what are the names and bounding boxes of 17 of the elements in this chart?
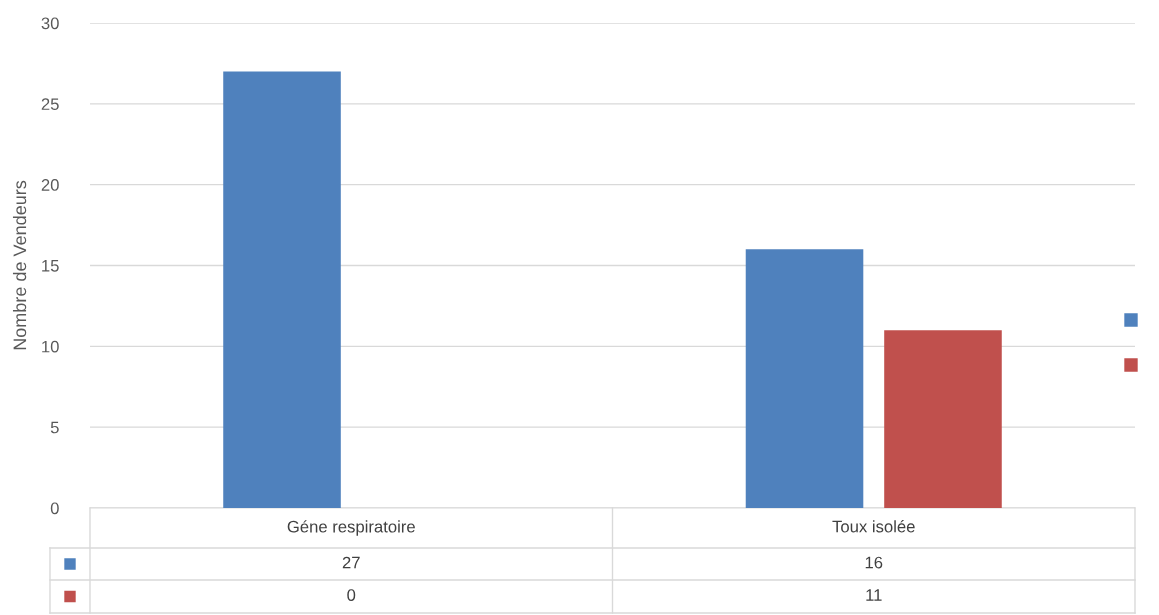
y-tick-label: 30	[41, 17, 59, 30]
y-tick-label: 15	[42, 260, 59, 272]
data-label: 16	[865, 556, 883, 569]
data-label: 0	[347, 589, 356, 601]
y-tick-label: 0	[50, 502, 59, 515]
bar	[745, 249, 864, 508]
y-tick-label: 10	[42, 340, 59, 353]
x-tick-label: Toux isolée	[832, 520, 915, 533]
data-label: 27	[342, 556, 360, 569]
data-label: 11	[866, 589, 882, 601]
x-tick-label: Géne respiratoire	[287, 520, 415, 536]
y-tick-label: 20	[41, 179, 59, 191]
y-tick-label: 5	[50, 421, 59, 434]
y-tick-label: 25	[41, 98, 59, 111]
bar	[884, 330, 1002, 508]
y-axis-title: Nombre de Vendeurs	[12, 180, 27, 350]
bar	[223, 71, 341, 508]
